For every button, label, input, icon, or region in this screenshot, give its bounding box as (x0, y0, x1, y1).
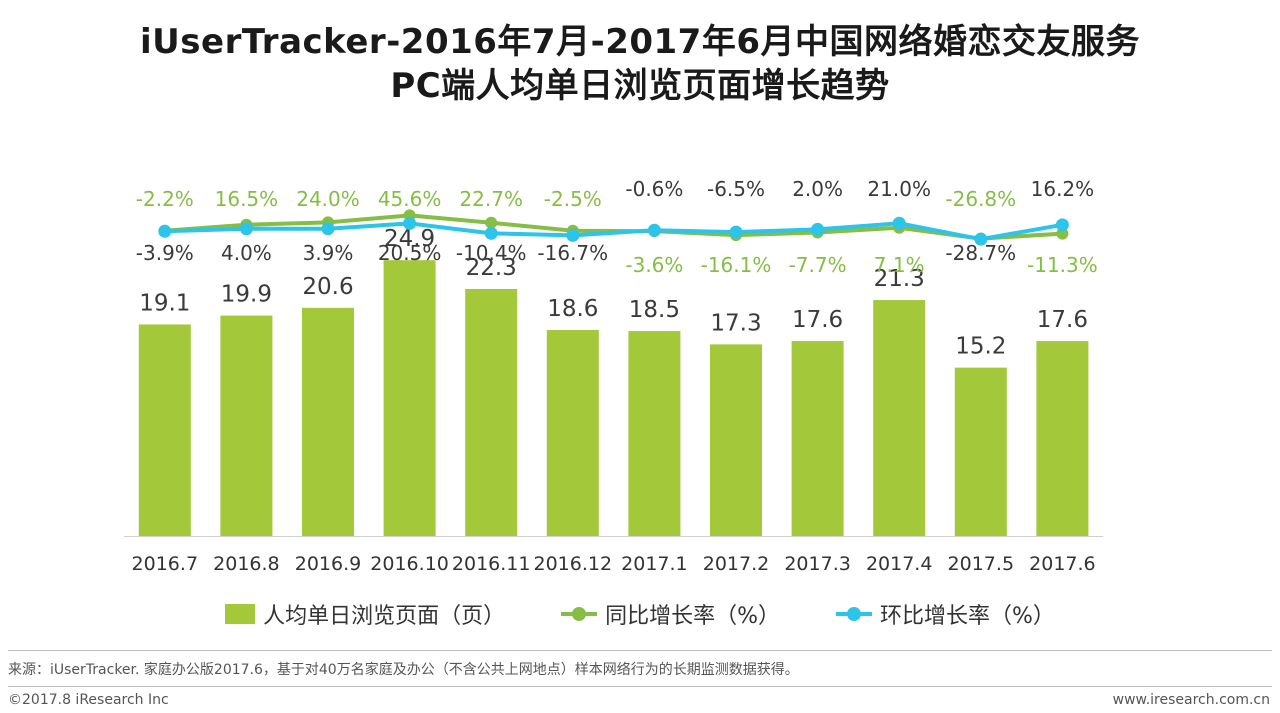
yoy-value-label: -26.8% (945, 187, 1016, 211)
legend-mom-swatch (836, 607, 872, 621)
yoy-point-2016.11 (485, 216, 498, 229)
mom-value-label: 16.2% (1031, 177, 1095, 201)
source-note: 来源：iUserTracker. 家庭办公版2017.6，基于对40万名家庭及办… (8, 662, 799, 678)
bar-value-label: 20.6 (302, 274, 353, 300)
x-tick-label: 2016.12 (534, 553, 613, 575)
x-tick-label: 2017.4 (866, 553, 932, 575)
bar-2017.1 (628, 331, 681, 536)
x-tick-label: 2017.6 (1029, 553, 1095, 575)
bar-value-label: 19.1 (139, 290, 190, 316)
x-tick-label: 2017.5 (948, 553, 1014, 575)
mom-point-2017.5 (974, 232, 988, 246)
mom-value-label: 2.0% (792, 177, 843, 201)
yoy-value-label: -7.7% (789, 253, 847, 277)
yoy-value-label: -16.1% (701, 253, 772, 277)
bar-2016.11 (465, 288, 518, 536)
bar-value-label: 24.9 (384, 226, 435, 252)
legend-bar-label: 人均单日浏览页面（页） (263, 604, 506, 629)
yoy-value-label: -2.5% (544, 187, 602, 211)
yoy-value-label: -3.6% (625, 253, 683, 277)
x-tick-label: 2017.2 (703, 553, 769, 575)
yoy-value-label: -11.3% (1027, 253, 1098, 277)
bar-value-label: 17.3 (710, 310, 761, 336)
bar-2016.12 (546, 329, 599, 536)
x-tick-label: 2017.3 (784, 553, 850, 575)
x-tick-label: 2016.11 (452, 553, 531, 575)
yoy-value-label: 45.6% (378, 187, 442, 211)
mom-value-label: -16.7% (537, 241, 608, 265)
mom-value-label: -10.4% (456, 241, 527, 265)
chart-legend: 人均单日浏览页面（页） 同比增长率（%） 环比增长率（%） (0, 598, 1280, 630)
mom-point-2017.1 (647, 223, 661, 237)
yoy-value-label: 24.0% (296, 187, 360, 211)
bar-2016.10 (383, 260, 436, 536)
x-tick-label: 2016.10 (370, 553, 449, 575)
mom-value-label: -3.9% (136, 241, 194, 265)
mom-value-label: 3.9% (303, 241, 354, 265)
bar-2016.8 (220, 315, 273, 536)
mom-value-label: -28.7% (945, 241, 1016, 265)
yoy-value-label: 22.7% (459, 187, 523, 211)
mom-point-2016.8 (239, 222, 253, 236)
bar-value-label: 18.5 (629, 297, 680, 323)
mom-point-2016.7 (158, 224, 172, 238)
mom-value-label: 21.0% (867, 177, 931, 201)
mom-point-2016.10 (403, 216, 417, 230)
mom-point-2016.9 (321, 222, 335, 236)
bar-2017.2 (710, 344, 762, 536)
bar-value-label: 15.2 (955, 334, 1006, 360)
yoy-value-label: 7.1% (874, 253, 925, 277)
mom-point-2016.12 (566, 228, 580, 242)
mom-value-label: -0.6% (625, 177, 683, 201)
bar-2017.3 (791, 341, 844, 536)
yoy-point-2017.6 (1056, 227, 1069, 240)
bar-2017.5 (954, 367, 1007, 536)
bar-value-label: 21.3 (874, 266, 925, 292)
bar-2017.4 (873, 300, 926, 536)
x-tick-label: 2016.8 (213, 553, 279, 575)
x-tick-label: 2017.1 (621, 553, 687, 575)
combo-chart: 19.1 2016.7 19.9 2016.8 20.6 2016.9 24.9 2016.1… (124, 177, 1104, 575)
bar-value-label: 19.9 (221, 282, 272, 308)
mom-point-2016.11 (484, 226, 498, 240)
bar-2017.6 (1036, 341, 1089, 536)
legend-bar-swatch (225, 604, 256, 624)
yoy-value-label: -2.2% (136, 187, 194, 211)
chart-title-line2: PC端人均单日浏览页面增长趋势 (390, 66, 890, 106)
bar-value-label: 17.6 (792, 307, 843, 333)
mom-series-line (164, 221, 1063, 242)
x-tick-label: 2016.9 (295, 553, 361, 575)
bar-value-label: 18.6 (547, 296, 598, 322)
bar-value-label: 22.3 (466, 255, 517, 281)
mom-point-2017.4 (892, 216, 906, 230)
legend-mom-label: 环比增长率（%） (880, 604, 1055, 629)
bar-2016.7 (138, 324, 191, 536)
mom-point-2017.3 (811, 222, 825, 236)
mom-value-label: 20.5% (378, 241, 442, 265)
legend-item-yoy: 同比增长率（%） (561, 598, 780, 630)
legend-yoy-label: 同比增长率（%） (605, 604, 780, 629)
legend-yoy-swatch (561, 607, 598, 621)
mom-point-2017.2 (729, 225, 743, 239)
legend-item-mom: 环比增长率（%） (836, 598, 1055, 630)
bar-value-label: 17.6 (1037, 307, 1088, 333)
mom-value-label: -6.5% (707, 177, 765, 201)
divider-bottom (8, 686, 1272, 687)
website-url: www.iresearch.com.cn (1112, 692, 1270, 708)
copyright: ©2017.8 iResearch Inc (8, 692, 169, 708)
chart-title-line1: iUserTracker-2016年7月-2017年6月中国网络婚恋交友服务 (140, 22, 1140, 62)
x-tick-label: 2016.7 (132, 553, 198, 575)
divider-top (8, 650, 1272, 651)
legend-item-bar: 人均单日浏览页面（页） (225, 598, 505, 630)
mom-value-label: 4.0% (221, 241, 272, 265)
bar-2016.9 (302, 307, 354, 536)
yoy-value-label: 16.5% (215, 187, 279, 211)
mom-point-2017.6 (1055, 218, 1069, 232)
